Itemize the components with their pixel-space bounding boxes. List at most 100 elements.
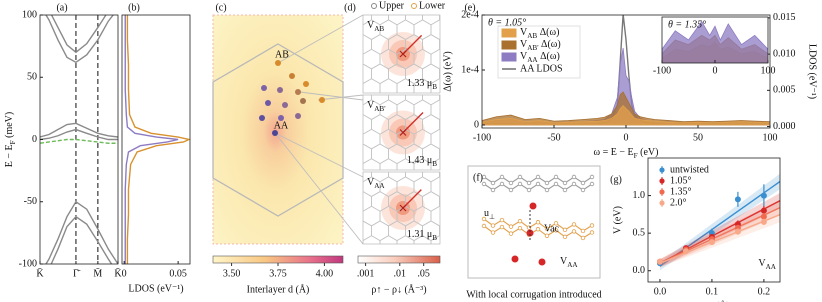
subscript: B	[432, 83, 437, 91]
y-tick-label: 50	[27, 72, 37, 83]
annotation: θ = 1.05°	[488, 17, 526, 28]
text-run: E − E	[4, 144, 15, 167]
lattice-ring	[363, 53, 364, 65]
colorbar-title: ρ↑ − ρ↓ (Å⁻³)	[371, 283, 426, 295]
point	[734, 228, 741, 235]
lattice-ring	[363, 181, 364, 193]
y-tick-label: 0	[32, 134, 37, 145]
text-run: V	[758, 258, 766, 269]
lattice-ring	[430, 158, 440, 170]
x-tick-label: -100	[473, 132, 491, 143]
connector	[277, 14, 364, 64]
lattice-ring	[439, 118, 440, 131]
lattice-ring	[448, 100, 465, 120]
layer-atom	[580, 228, 586, 234]
legend-label: 1.05°	[670, 175, 692, 186]
text-run: (eV)	[638, 147, 659, 158]
point	[734, 196, 741, 203]
subscript: AB'	[374, 105, 385, 113]
legend-marker	[659, 189, 665, 195]
site-label: AA	[274, 120, 289, 131]
line	[40, 122, 118, 138]
point	[760, 192, 767, 199]
caption: With local corrugation introduced	[466, 289, 601, 300]
panel-label: (f)	[473, 172, 483, 183]
layer-atom	[571, 229, 577, 234]
vacancy-site	[265, 100, 271, 106]
lattice-ring	[439, 38, 440, 51]
line	[45, 200, 118, 264]
layer-atom	[517, 181, 523, 187]
plot-area	[656, 173, 780, 271]
vacancy-atom	[538, 258, 546, 266]
colorbar-title: Interlayer d (Å)	[247, 283, 310, 295]
lattice-ring	[440, 250, 457, 270]
vacancy-atom	[529, 202, 537, 210]
layer-atom	[562, 180, 568, 186]
layer-atom	[589, 230, 595, 235]
colorbar	[357, 255, 441, 264]
layer-atom	[544, 226, 550, 231]
x-axis-title: LDOS (eV⁻¹)	[128, 283, 183, 294]
vacancy-site	[282, 102, 288, 108]
layer-atom	[517, 225, 523, 231]
lattice-ring	[440, 173, 457, 193]
lattice-ring	[439, 225, 440, 237]
x-tick-label: -100	[653, 65, 671, 76]
layer-atom	[481, 174, 487, 180]
panel-label: (a)	[56, 2, 67, 13]
site-label: VAA	[367, 177, 385, 189]
y-axis-title: Δ(ω) (eV)	[442, 51, 453, 92]
line	[40, 128, 118, 141]
layer-atom	[553, 174, 559, 180]
connector	[274, 132, 364, 178]
diagram-label: Vac	[544, 223, 560, 234]
layer-atom	[562, 227, 568, 233]
legend-marker	[659, 178, 665, 184]
layer-atom	[589, 174, 595, 180]
text-run: | (Å)	[711, 300, 729, 302]
y2-tick-label: 0.000	[773, 121, 796, 132]
x-tick-label: 0.0	[654, 286, 667, 297]
area	[482, 105, 770, 126]
vacancy-site	[295, 89, 301, 95]
line	[40, 138, 118, 144]
diagram-label: u⊥	[484, 208, 495, 220]
diagram-label: VAA	[560, 256, 578, 268]
text-run: V	[367, 177, 375, 188]
layer-atom	[535, 227, 541, 232]
image-content	[363, 148, 465, 270]
x-tick-label: 50	[693, 132, 703, 143]
y-axis-title: V (eV)	[612, 206, 623, 234]
vacancy-site	[303, 81, 309, 87]
panel-label: (b)	[128, 2, 140, 13]
layer-atom	[490, 230, 496, 235]
lattice-ring	[430, 78, 440, 93]
point	[760, 218, 767, 225]
diagram-frame	[467, 165, 601, 279]
x-tick-label: Γ̄	[73, 268, 81, 279]
moment-arrow	[402, 34, 423, 55]
x-tick-label: K̄	[114, 267, 122, 279]
x-axis-title: ω = E − EF (eV)	[594, 147, 659, 159]
layer-atom	[508, 224, 514, 229]
y-tick-label: 0	[474, 119, 479, 130]
layer-atom	[481, 181, 487, 187]
text-run: 1.33 μ	[407, 78, 432, 89]
text-run: Δ(ω)	[539, 39, 561, 50]
text-run: V	[520, 51, 528, 62]
x-tick-label: 0.1	[706, 286, 719, 297]
colorbar-tick-label: .05	[417, 268, 430, 279]
moment-label: 1.43 μB	[407, 155, 437, 167]
vacancy-marker	[399, 50, 407, 58]
layer-atom	[508, 187, 514, 193]
layer-atom	[589, 223, 595, 228]
plot-area	[124, 15, 190, 264]
lattice-ring	[448, 148, 465, 168]
layer-atom	[580, 235, 586, 241]
legend-label: AA LDOS	[520, 63, 563, 74]
panel-label: (e)	[464, 2, 475, 13]
legend-label: VAB Δ(ω)	[520, 27, 559, 39]
